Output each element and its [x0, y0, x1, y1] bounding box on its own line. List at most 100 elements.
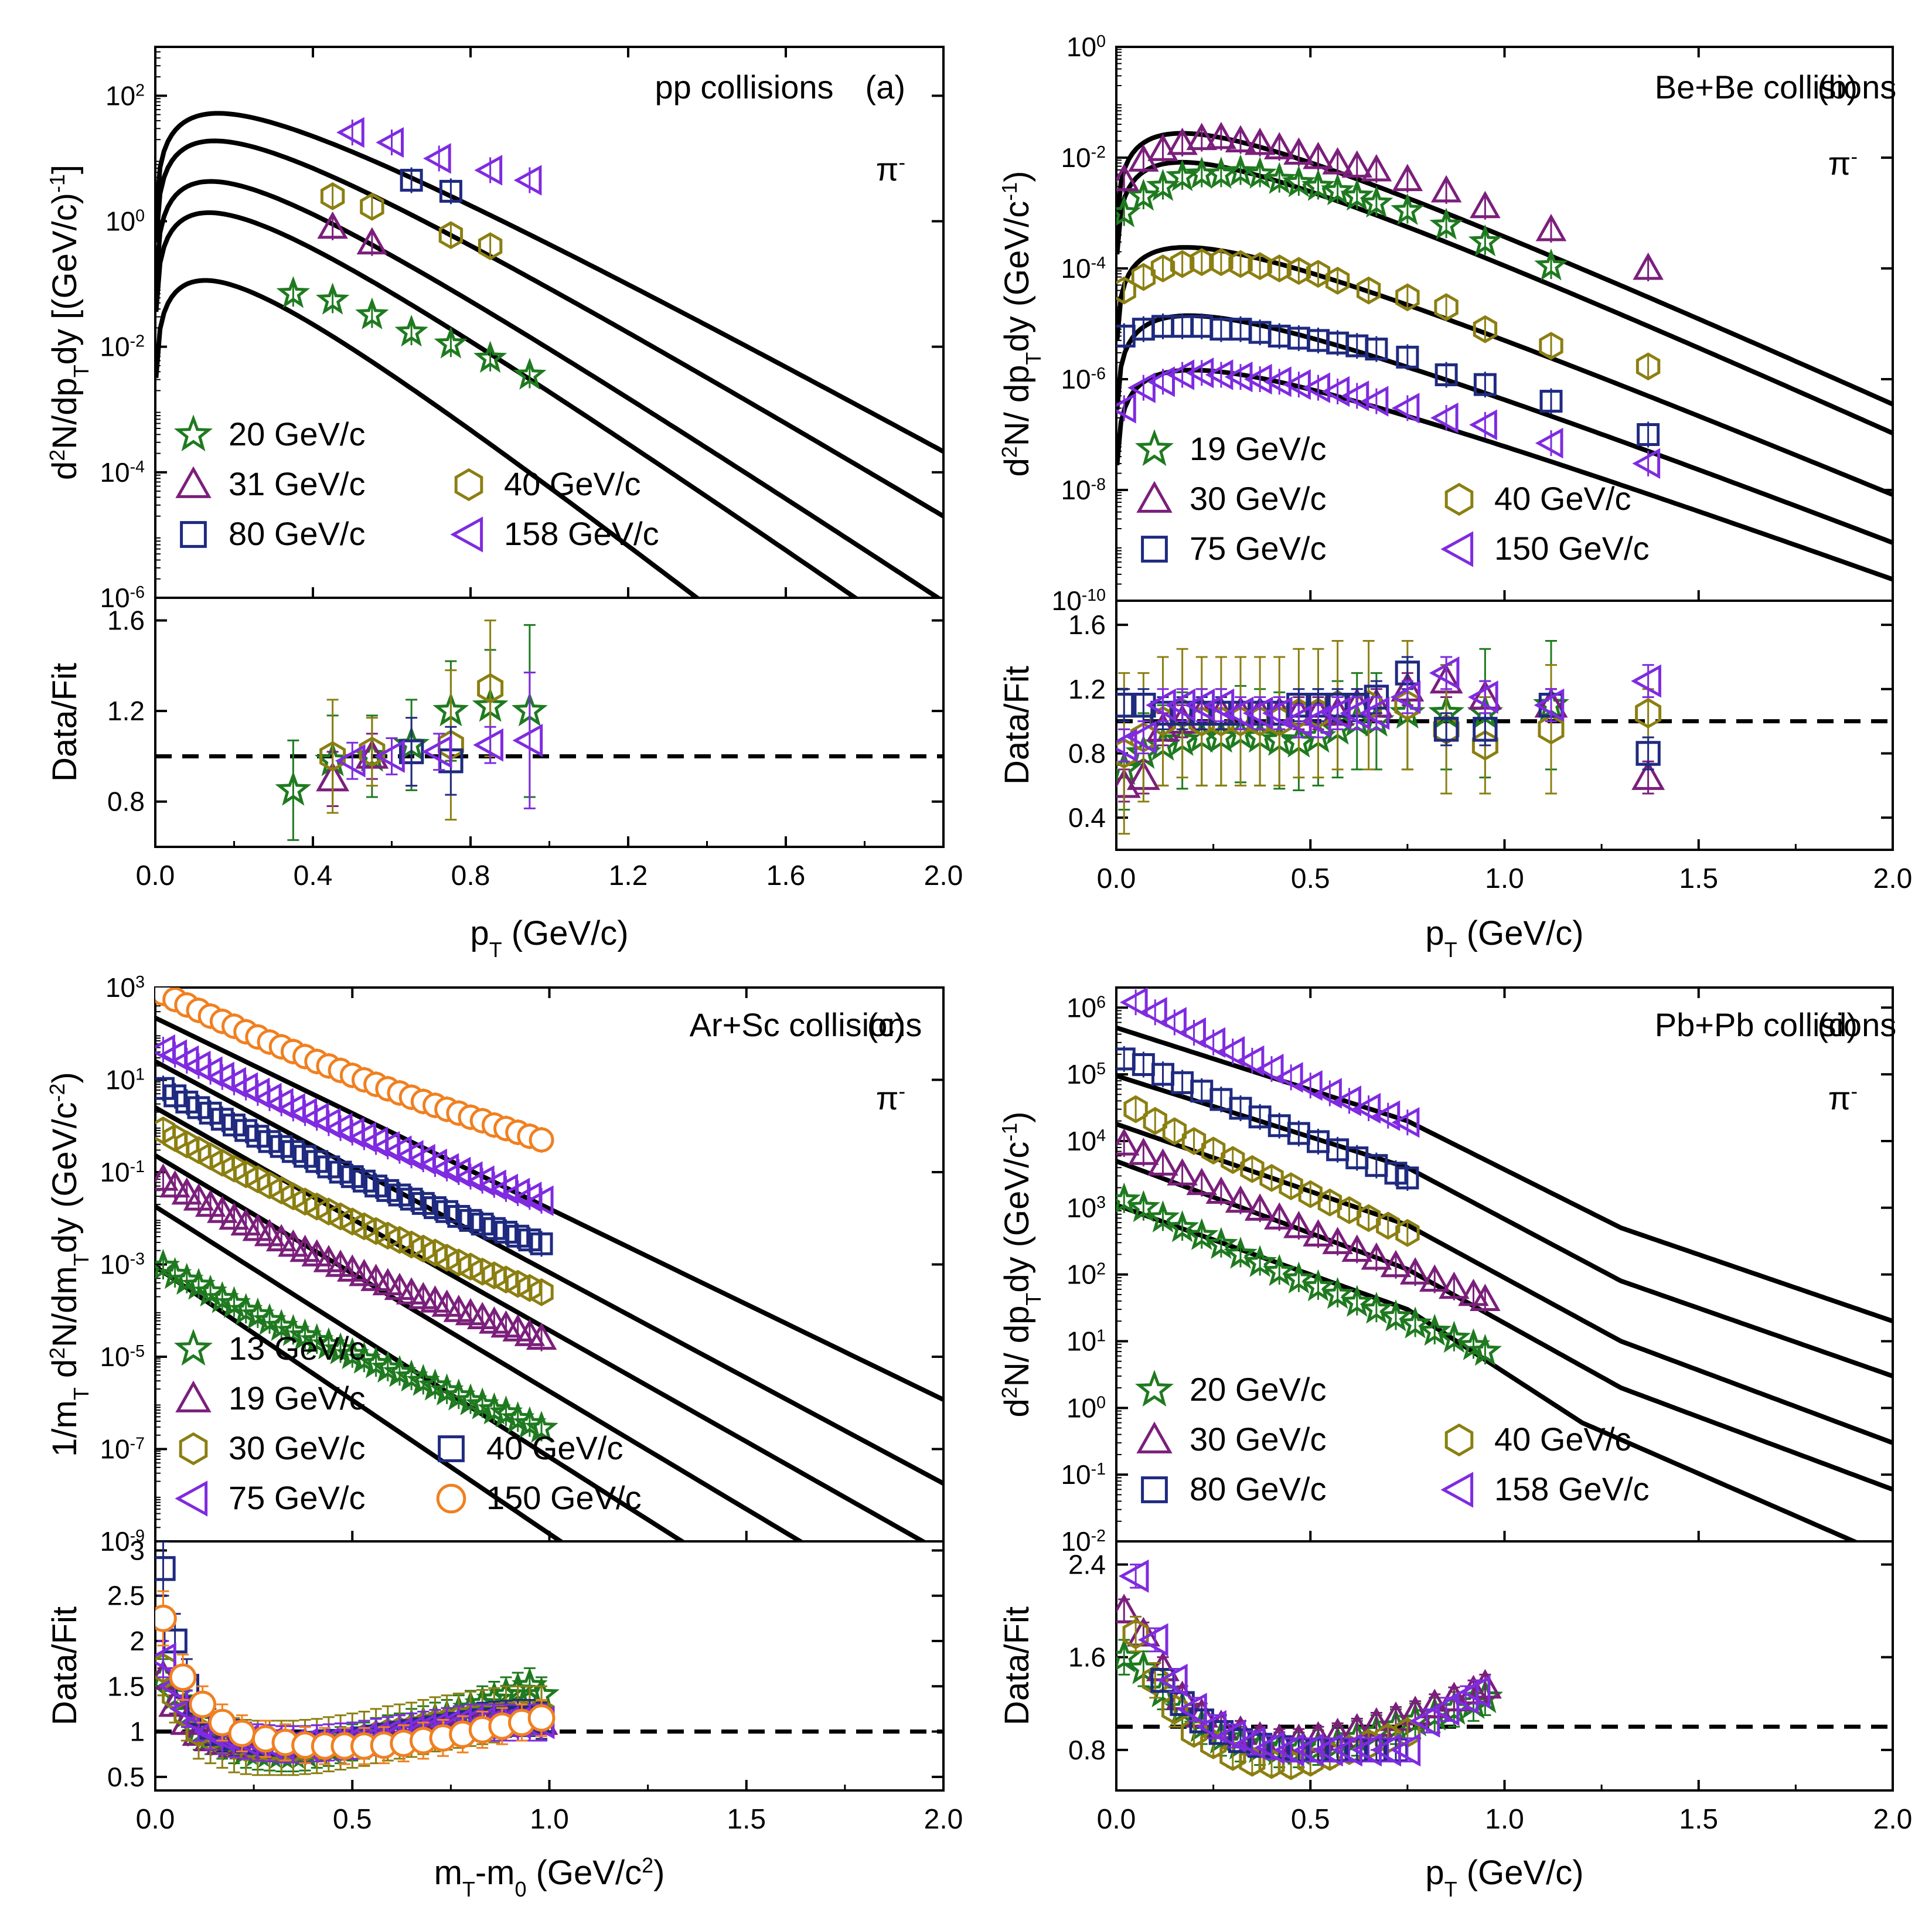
legend-marker: [173, 414, 213, 452]
x-axis-title: pT (GeV/c): [470, 914, 628, 962]
x-tick-label: 1.5: [1679, 863, 1718, 894]
particle-label: π-: [876, 151, 905, 188]
fit-curve: [1116, 1122, 1893, 1445]
ltriangle-marker: [1147, 366, 1175, 397]
hexagon-ratio-marker: [1161, 1694, 1188, 1725]
ltriangle-marker: [1236, 1045, 1265, 1077]
hexagon-marker: [1201, 1136, 1226, 1165]
ltriangle-ratio-marker: [1137, 1623, 1168, 1657]
star-marker: [276, 276, 311, 308]
legend-label: 150 GeV/c: [1494, 530, 1650, 567]
legend-marker: [1440, 531, 1474, 567]
x-tick-label: 1.0: [530, 1804, 569, 1835]
triangle-marker: [1430, 175, 1462, 203]
fit-curve: [1116, 1073, 1893, 1378]
ltriangle-marker: [1314, 1078, 1342, 1109]
triangle-marker: [1128, 1138, 1159, 1165]
square-marker: [1365, 338, 1388, 361]
x-tick-label: 0.0: [1097, 1804, 1136, 1835]
ltriangle-ratio-marker: [1390, 680, 1421, 714]
triangle-marker: [1322, 147, 1353, 175]
y-tick-label: 10-6: [1061, 364, 1106, 394]
star-marker: [1224, 154, 1258, 186]
x-tick-label: 1.6: [766, 860, 806, 891]
legend-marker: [180, 521, 207, 548]
hexagon-marker: [1306, 260, 1331, 288]
square-ratio-marker: [1635, 741, 1661, 766]
ltriangle-marker: [1333, 1085, 1361, 1116]
panel-d: 0.0 0.5 1.0 1.5 2.0 10-2 10-1 100 101 102 103 104 10…: [997, 986, 1912, 1901]
hexagon-ratio-marker: [1122, 1619, 1149, 1650]
square-marker: [155, 1077, 175, 1100]
ratio-frame: [154, 597, 945, 848]
circle-marker: [529, 1127, 554, 1153]
square-marker: [388, 1183, 411, 1207]
x-tick-label: 0.0: [1097, 863, 1136, 894]
hexagon-marker: [1356, 276, 1381, 305]
y-tick-label: 10-2: [1061, 1526, 1106, 1557]
legend-marker: [1134, 1370, 1174, 1407]
y-axis-title: d2N/ dpTdy (GeV/c-1): [997, 1111, 1045, 1417]
ratio-y-tick-label: 1.6: [107, 605, 145, 636]
ltriangle-ratio-marker: [512, 723, 543, 757]
panel-title: Be+Be collisions: [1655, 69, 1896, 105]
fit-curve: [1116, 313, 1893, 545]
hexagon-marker: [1325, 267, 1350, 295]
star-marker: [1379, 1299, 1413, 1332]
x-tick-label: 1.5: [727, 1804, 766, 1835]
circle-ratio-marker: [169, 1663, 197, 1691]
particle-label: π-: [1828, 145, 1858, 182]
star-marker: [1262, 162, 1296, 195]
star-marker: [1243, 156, 1277, 189]
y-tick-label: 10-6: [100, 583, 145, 613]
triangle-marker: [317, 211, 348, 239]
ltriangle-ratio-marker: [374, 740, 405, 773]
square-ratio-marker: [155, 1556, 176, 1581]
triangle-marker: [207, 1196, 238, 1223]
star-marker: [1340, 178, 1374, 211]
star-marker: [355, 297, 389, 330]
star-marker: [1282, 1261, 1316, 1294]
ratio-axis-title: Data/Fit: [998, 1606, 1036, 1725]
y-axis-title: 1/mT d2N/dmTdy (GeV/c-2): [45, 1072, 93, 1457]
hexagon-marker: [360, 192, 384, 221]
legend-marker: [1134, 429, 1174, 467]
ratio-y-tick-label: 0.8: [1068, 738, 1106, 768]
square-marker: [1539, 390, 1563, 413]
y-tick-label: 106: [1066, 992, 1106, 1023]
ltriangle-marker: [1535, 427, 1563, 459]
ratio-y-tick-label: 1.5: [107, 1671, 145, 1701]
square-marker: [175, 1090, 199, 1114]
x-tick-label: 0.0: [136, 1804, 175, 1835]
panel-a: 0.0 0.4 0.8 1.2 1.6 2.0 10-6 10-4 10-2 100 102 0.8 1…: [45, 46, 963, 962]
triangle-marker: [1361, 1242, 1392, 1270]
y-tick-label: 101: [1066, 1326, 1106, 1356]
star-marker: [1165, 1210, 1200, 1242]
y-tick-label: 10-1: [100, 1157, 145, 1187]
legend-marker: [179, 1432, 208, 1466]
ltriangle-marker: [383, 1135, 412, 1166]
ratio-axis-title: Data/Fit: [46, 663, 84, 782]
fit-curve: [155, 138, 943, 519]
triangle-marker: [1470, 190, 1501, 219]
ltriangle-ratio-marker: [1177, 1693, 1207, 1727]
hexagon-marker: [1395, 283, 1420, 312]
square-marker: [270, 1135, 293, 1158]
star-marker: [1468, 224, 1502, 257]
triangle-ratio-marker: [1116, 1594, 1141, 1623]
ratio-y-tick-label: 0.4: [1068, 802, 1106, 833]
x-axis-title: pT (GeV/c): [1425, 1854, 1583, 1901]
triangle-marker: [349, 1258, 380, 1286]
circle-ratio-marker: [189, 1690, 217, 1718]
ratio-points: [275, 619, 548, 841]
hexagon-marker: [1123, 1095, 1148, 1123]
ratio-axis-title: Data/Fit: [46, 1606, 84, 1725]
triangle-marker: [1439, 1271, 1470, 1299]
star-marker: [1468, 1333, 1502, 1366]
spectrum-frame: [1115, 46, 1894, 602]
ltriangle-ratio-marker: [1262, 696, 1293, 730]
triangle-marker: [155, 1163, 179, 1191]
ltriangle-ratio-marker: [1165, 688, 1195, 722]
star-marker: [1146, 169, 1180, 201]
